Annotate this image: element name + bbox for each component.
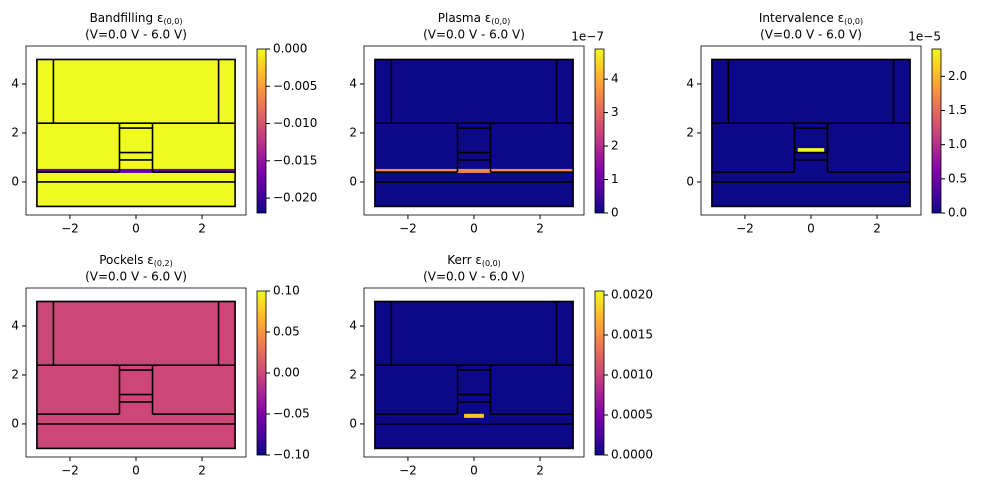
x-tick-label: 0 — [470, 222, 478, 236]
chart-subtitle: (V=0.0 V - 6.0 V) — [423, 270, 525, 284]
y-tick-label: 4 — [686, 76, 694, 90]
y-tick-label: 0 — [349, 174, 357, 188]
y-tick-label: 4 — [11, 76, 19, 90]
y-tick-label: 2 — [11, 125, 19, 139]
x-tick-label: −2 — [61, 464, 79, 478]
y-tick-label: 2 — [11, 367, 19, 381]
colorbar — [256, 48, 267, 214]
colorbar-tick-label: 0.0 — [948, 206, 967, 220]
colorbar — [594, 48, 605, 214]
colorbar-tick-label: −0.005 — [273, 79, 317, 93]
colorbar-tick-label: 4 — [611, 72, 619, 86]
colorbar-tick-label: 0.10 — [273, 284, 300, 298]
x-tick-label: 2 — [536, 222, 544, 236]
y-tick-label: 0 — [349, 416, 357, 430]
colorbar-tick-label: 0.05 — [273, 325, 300, 339]
colorbar-tick-label: 2 — [611, 139, 619, 153]
title-subscript: (0,2) — [154, 259, 173, 268]
title-text: Kerr ε — [447, 253, 482, 267]
colorbar-tick-label: −0.10 — [273, 448, 310, 462]
y-tick-label: 2 — [686, 125, 694, 139]
title-text: Plasma ε — [438, 11, 492, 25]
colorbar-tick-label: 0.5 — [948, 171, 967, 185]
y-tick-label: 2 — [349, 367, 357, 381]
field-band — [374, 168, 574, 173]
chart-title: Pockels ε(0,2) — [99, 253, 173, 268]
x-tick-label: 2 — [198, 464, 206, 478]
y-tick-label: 0 — [686, 174, 694, 188]
field-background — [374, 301, 574, 449]
device-outline — [711, 58, 911, 208]
colorbar-tick-label: 0.0010 — [611, 368, 653, 382]
colorbar-tick-label: 2.0 — [948, 69, 967, 83]
device-outline — [374, 300, 574, 450]
colorbar-tick-label: 0.0020 — [611, 288, 653, 302]
colorbar-offset: 1e−5 — [908, 30, 941, 44]
field-band — [797, 148, 825, 153]
title-subscript: (0,0) — [163, 17, 182, 26]
chart-title: Plasma ε(0,0) — [438, 11, 511, 26]
title-text: Pockels ε — [99, 253, 154, 267]
chart-title: Kerr ε(0,0) — [447, 253, 501, 268]
colorbar-tick-label: 0.0015 — [611, 328, 653, 342]
colorbar-tick-label: −0.015 — [273, 153, 317, 167]
colorbar-tick-label: 3 — [611, 105, 619, 119]
chart-subtitle: (V=0.0 V - 6.0 V) — [423, 28, 525, 42]
colorbar — [594, 290, 605, 456]
colorbar — [931, 48, 942, 214]
device-outline — [374, 58, 574, 208]
x-tick-label: 2 — [873, 222, 881, 236]
x-tick-label: 0 — [470, 464, 478, 478]
title-subscript: (0,0) — [491, 17, 510, 26]
colorbar-tick-label: 0.0005 — [611, 408, 653, 422]
field-background — [374, 59, 574, 207]
device-outline — [36, 300, 236, 450]
x-tick-label: 0 — [132, 464, 140, 478]
x-tick-label: −2 — [399, 222, 417, 236]
field-background — [711, 59, 911, 207]
chart-title: Intervalence ε(0,0) — [759, 11, 863, 26]
x-tick-label: −2 — [61, 222, 79, 236]
y-tick-label: 2 — [349, 125, 357, 139]
chart-subtitle: (V=0.0 V - 6.0 V) — [85, 28, 187, 42]
colorbar-tick-label: −0.020 — [273, 191, 317, 205]
colorbar-tick-label: −0.05 — [273, 407, 310, 421]
field-background — [36, 59, 236, 207]
colorbar-tick-label: −0.010 — [273, 116, 317, 130]
device-outline — [36, 58, 236, 208]
colorbar-tick-label: 1.5 — [948, 103, 967, 117]
title-subscript: (0,0) — [844, 17, 863, 26]
chart-subtitle: (V=0.0 V - 6.0 V) — [85, 270, 187, 284]
colorbar-tick-label: 0.00 — [273, 366, 300, 380]
colorbar-tick-label: 1.0 — [948, 137, 967, 151]
y-tick-label: 0 — [11, 174, 19, 188]
title-text: Intervalence ε — [759, 11, 844, 25]
colorbar-tick-label: 1 — [611, 172, 619, 186]
title-subscript: (0,0) — [482, 259, 501, 268]
x-tick-label: 2 — [198, 222, 206, 236]
field-background — [36, 301, 236, 449]
y-tick-label: 0 — [11, 416, 19, 430]
field-band — [464, 413, 484, 418]
x-tick-label: −2 — [736, 222, 754, 236]
y-tick-label: 4 — [349, 76, 357, 90]
colorbar — [256, 290, 267, 456]
chart-subtitle: (V=0.0 V - 6.0 V) — [760, 28, 862, 42]
x-tick-label: −2 — [399, 464, 417, 478]
x-tick-label: 2 — [536, 464, 544, 478]
chart-title: Bandfilling ε(0,0) — [90, 11, 183, 26]
colorbar-tick-label: 0.0000 — [611, 448, 653, 462]
x-tick-label: 0 — [132, 222, 140, 236]
x-tick-label: 0 — [807, 222, 815, 236]
colorbar-tick-label: 0 — [611, 206, 619, 220]
y-tick-label: 4 — [11, 318, 19, 332]
colorbar-offset: 1e−7 — [571, 30, 604, 44]
field-band — [36, 168, 236, 173]
y-tick-label: 4 — [349, 318, 357, 332]
colorbar-tick-label: 0.000 — [273, 42, 307, 56]
title-text: Bandfilling ε — [90, 11, 164, 25]
